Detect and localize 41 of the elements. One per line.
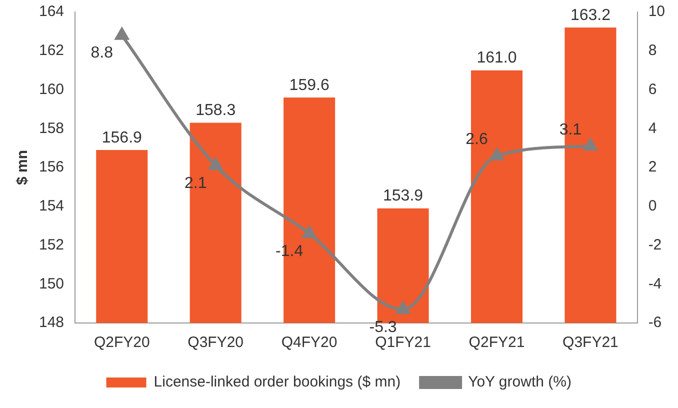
point xyxy=(208,158,222,170)
data-label: 8.8 xyxy=(90,44,114,62)
y2-tick-label: 4 xyxy=(648,120,657,137)
y2-tick-label: 8 xyxy=(648,42,657,60)
y-tick-label: 160 xyxy=(38,80,64,98)
y2-tick-label: -6 xyxy=(648,314,662,332)
data-label: 153.9 xyxy=(383,188,424,205)
y-tick-label: 148 xyxy=(38,314,64,332)
x-tick-label: Q3FY21 xyxy=(562,334,618,352)
y-tick-label: 154 xyxy=(38,198,64,215)
point xyxy=(302,226,316,238)
y-tick-label: 158 xyxy=(38,120,64,137)
y2-tick-label: 2 xyxy=(648,158,657,176)
data-label: -5.3 xyxy=(369,318,397,336)
data-label: 159.6 xyxy=(289,76,330,94)
x-tick-label: Q2FY21 xyxy=(468,334,525,352)
point xyxy=(584,138,598,151)
y2-tick-label: -2 xyxy=(648,236,662,254)
y2-tick-label: 10 xyxy=(648,3,666,20)
data-label: 156.9 xyxy=(102,129,142,146)
legend-label: License-linked order bookings ($ mn) xyxy=(154,374,401,391)
point xyxy=(396,302,410,314)
x-tick-label: Q1FY21 xyxy=(375,334,431,352)
y2-tick-label: 0 xyxy=(648,198,657,215)
y-axis-title: $ mn xyxy=(14,150,32,186)
point xyxy=(115,28,129,40)
y-tick-label: 162 xyxy=(38,42,64,60)
y-tick-label: 164 xyxy=(38,3,64,20)
data-label: 163.2 xyxy=(570,6,611,24)
y2-tick-label: -4 xyxy=(648,275,662,292)
y2-tick-label: 6 xyxy=(648,80,657,98)
data-label: 158.3 xyxy=(196,102,236,120)
x-tick-label: Q3FY20 xyxy=(188,334,244,352)
y-tick-label: 150 xyxy=(38,275,64,292)
legend-label: YoY growth (%) xyxy=(468,374,572,391)
x-tick-label: Q2FY20 xyxy=(94,334,150,352)
x-tick-label: Q4FY20 xyxy=(281,334,338,352)
y-tick-label: 156 xyxy=(38,158,64,176)
data-label: 161.0 xyxy=(476,50,517,67)
y-tick-label: 152 xyxy=(38,236,64,254)
point xyxy=(490,148,504,160)
